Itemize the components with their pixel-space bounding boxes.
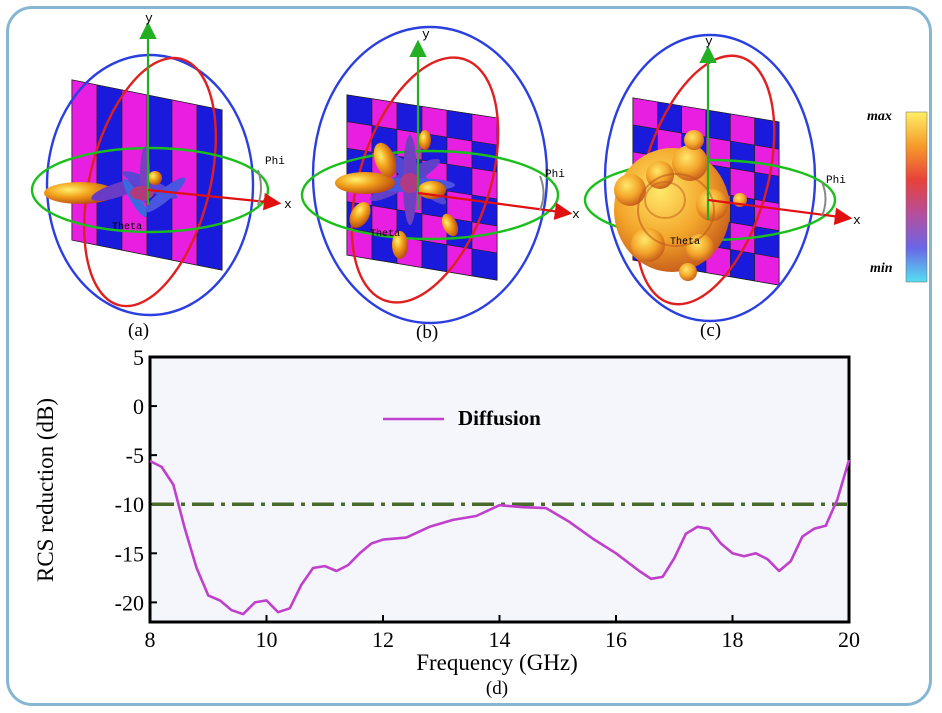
- x-tick-label: 10: [256, 627, 278, 652]
- panel-a-scattering-pattern: y x Phi Theta (a): [30, 11, 292, 341]
- panel-b-scattering-pattern: y x Phi Theta (b): [300, 25, 580, 343]
- panel-c-scattering-pattern: y x Phi Theta (c): [583, 33, 861, 341]
- panel-b-theta-label: Theta: [370, 228, 400, 240]
- y-tick-label: 5: [133, 345, 144, 370]
- panel-a-phi-label: Phi: [265, 156, 285, 168]
- x-axis-title: Frequency (GHz): [416, 650, 578, 675]
- x-tick-label: 16: [605, 627, 627, 652]
- x-tick-label: 20: [838, 627, 860, 652]
- panel-b-red-ring: [350, 56, 500, 304]
- x-tick-label: 18: [722, 627, 744, 652]
- y-tick-label: -10: [115, 492, 144, 517]
- panel-c-theta-label: Theta: [670, 236, 700, 248]
- y-tick-label: -20: [115, 590, 144, 615]
- colorbar: max min: [867, 109, 928, 283]
- unit-cell: [730, 113, 755, 146]
- panel-c-phi-arc: [821, 181, 827, 217]
- panel-a-green-ring: [30, 146, 270, 234]
- unit-cell: [754, 253, 780, 286]
- colorbar-min-label: min: [870, 261, 893, 276]
- panel-d-caption: (d): [486, 678, 508, 699]
- colorbar-max-label: max: [867, 109, 892, 124]
- unit-cell: [730, 140, 755, 173]
- panel-b-green-ring: [300, 149, 560, 241]
- panel-b-blue-ring: [311, 25, 549, 325]
- y-ticks: 5 0 -5 -10 -15 -20: [115, 345, 157, 615]
- series-diffusion-line: [149, 459, 851, 616]
- panel-a-theta-label: Theta: [112, 221, 142, 233]
- unit-cell: [446, 244, 473, 277]
- x-ticks: 8 10 12 14 16 18 20: [145, 615, 860, 652]
- unit-cell: [421, 240, 448, 273]
- panel-a-blue-ring: [45, 53, 255, 317]
- panel-a-x-label: x: [284, 197, 292, 212]
- unit-cell: [754, 144, 780, 177]
- x-tick-label: 8: [145, 627, 156, 652]
- panel-a-phi-arc: [257, 169, 262, 206]
- panel-a-y-label: y: [145, 11, 153, 26]
- panel-b-y-label: y: [422, 27, 430, 42]
- rcs-chart: 5 0 -5 -10 -15 -20 8 10 12 14 16 18 20 Diffusion RC…: [33, 345, 860, 699]
- panel-c-caption: (c): [700, 320, 721, 341]
- panel-c-x-label: x: [853, 213, 861, 228]
- legend-label: Diffusion: [458, 406, 541, 430]
- panel-b-x-axis: [417, 191, 573, 220]
- y-axis-title: RCS reduction (dB): [33, 398, 58, 582]
- unit-cell: [705, 109, 731, 142]
- panel-a-x-axis: [147, 188, 282, 211]
- unit-cell: [471, 113, 498, 146]
- panel-c-phi-label: Phi: [826, 175, 846, 187]
- unit-cell: [446, 109, 473, 142]
- panel-c-y-label: y: [705, 34, 713, 49]
- unit-cell: [754, 226, 780, 259]
- unit-cell: [346, 94, 373, 126]
- panel-b-phi-label: Phi: [545, 169, 565, 181]
- plot-area: [148, 355, 851, 624]
- panel-b-x-label: x: [572, 207, 580, 222]
- y-tick-label: -15: [115, 541, 144, 566]
- unit-cell: [446, 163, 473, 196]
- panel-b-phi-arc: [539, 175, 545, 211]
- y-tick-label: -5: [126, 443, 144, 468]
- panel-a-caption: (a): [128, 320, 149, 341]
- panel-b-lobes: [335, 130, 459, 259]
- panel-b-caption: (b): [416, 322, 438, 343]
- panel-c-blob: [614, 130, 747, 281]
- panel-c-x-axis: [707, 198, 853, 226]
- colorbar-gradient: [905, 111, 928, 283]
- y-tick-label: 0: [133, 394, 144, 419]
- unit-cell: [632, 97, 658, 130]
- x-tick-label: 12: [372, 627, 394, 652]
- unit-cell: [471, 248, 498, 281]
- x-tick-label: 14: [489, 627, 511, 652]
